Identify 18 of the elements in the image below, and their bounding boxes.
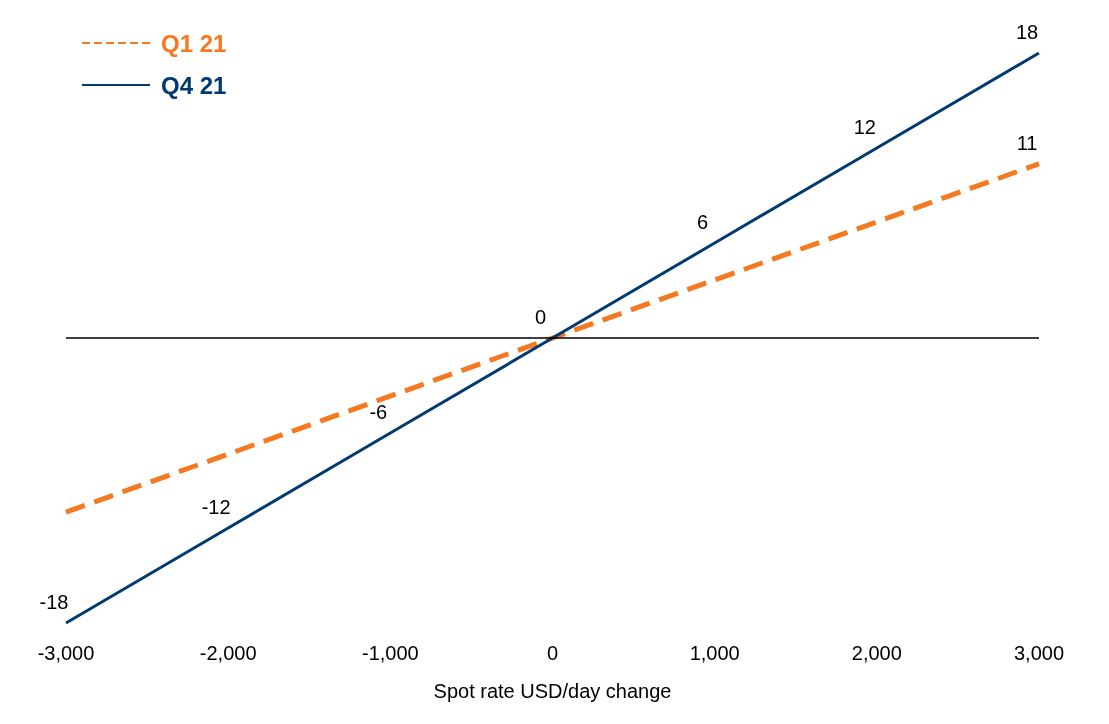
legend-label: Q1 21 (161, 29, 227, 57)
data-label: -6 (369, 401, 388, 423)
data-label: 0 (534, 306, 547, 328)
data-label: 12 (853, 116, 876, 138)
x-tick-label: -3,000 (37, 642, 95, 664)
data-label: -12 (201, 496, 231, 518)
data-label: -18 (39, 591, 69, 613)
data-label: 11 (1016, 131, 1038, 154)
x-axis-title: Spot rate USD/day change (433, 680, 672, 702)
x-tick-label: 1,000 (689, 642, 740, 664)
x-tick-label: -1,000 (361, 642, 419, 664)
x-tick-label: 3,000 (1013, 642, 1065, 664)
x-tick-label: 2,000 (851, 642, 902, 664)
data-label: 6 (697, 211, 709, 233)
legend-label: Q4 21 (161, 71, 227, 99)
x-tick-label: 0 (546, 642, 559, 664)
data-label: 18 (1015, 21, 1039, 43)
x-tick-label: -2,000 (199, 642, 257, 664)
